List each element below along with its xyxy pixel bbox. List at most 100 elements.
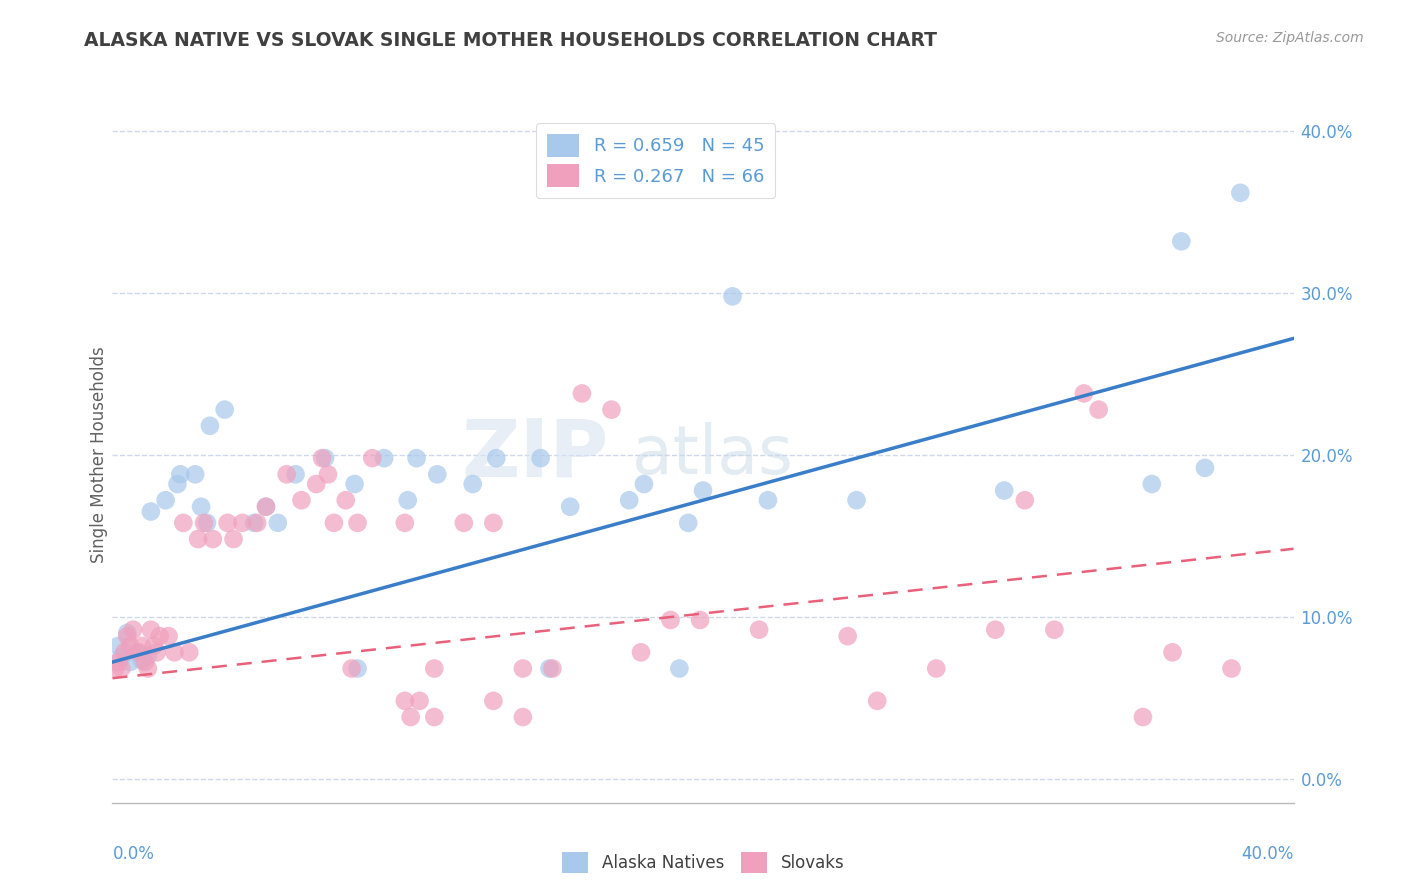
Point — [993, 483, 1015, 498]
Point — [600, 402, 623, 417]
Point — [512, 710, 534, 724]
Point — [482, 516, 505, 530]
Point — [120, 655, 142, 669]
Point — [149, 629, 172, 643]
Point — [142, 639, 165, 653]
Point — [837, 629, 859, 643]
Point — [423, 661, 446, 675]
Text: Source: ZipAtlas.com: Source: ZipAtlas.com — [1216, 31, 1364, 45]
Point — [619, 493, 641, 508]
Point — [630, 645, 652, 659]
Point — [845, 493, 868, 508]
Point — [571, 386, 593, 401]
Y-axis label: Single Mother Households: Single Mother Households — [90, 347, 108, 563]
Point — [346, 516, 368, 530]
Point — [335, 493, 357, 508]
Point — [748, 623, 770, 637]
Point — [668, 661, 690, 675]
Point — [984, 623, 1007, 637]
Point — [866, 694, 889, 708]
Point — [254, 500, 277, 514]
Point — [222, 532, 245, 546]
Point — [254, 500, 277, 514]
Point — [166, 477, 188, 491]
Point — [290, 493, 312, 508]
Point — [201, 532, 224, 546]
Point — [529, 451, 551, 466]
Point — [1043, 623, 1066, 637]
Point — [1170, 235, 1192, 249]
Point — [314, 451, 336, 466]
Point — [1014, 493, 1036, 508]
Point — [541, 661, 564, 675]
Point — [721, 289, 744, 303]
Point — [340, 661, 363, 675]
Point — [399, 710, 422, 724]
Point — [125, 645, 148, 659]
Point — [1087, 402, 1109, 417]
Point — [925, 661, 948, 675]
Point — [198, 418, 221, 433]
Point — [678, 516, 700, 530]
Point — [107, 655, 129, 669]
Point — [311, 451, 333, 466]
Point — [243, 516, 266, 530]
Point — [195, 516, 218, 530]
Point — [394, 516, 416, 530]
Point — [405, 451, 427, 466]
Point — [346, 661, 368, 675]
Point — [659, 613, 682, 627]
Point — [139, 623, 162, 637]
Point — [117, 626, 138, 640]
Point — [136, 648, 159, 663]
Point — [122, 623, 145, 637]
Point — [157, 629, 180, 643]
Point — [107, 639, 129, 653]
Point — [190, 500, 212, 514]
Point — [1220, 661, 1243, 675]
Text: ALASKA NATIVE VS SLOVAK SINGLE MOTHER HOUSEHOLDS CORRELATION CHART: ALASKA NATIVE VS SLOVAK SINGLE MOTHER HO… — [84, 31, 938, 50]
Point — [373, 451, 395, 466]
Point — [163, 645, 186, 659]
Point — [120, 639, 142, 653]
Point — [482, 694, 505, 708]
Text: atlas: atlas — [633, 422, 793, 488]
Point — [139, 504, 162, 518]
Point — [423, 710, 446, 724]
Point — [214, 402, 236, 417]
Point — [756, 493, 779, 508]
Point — [169, 467, 191, 482]
Point — [316, 467, 339, 482]
Text: ZIP: ZIP — [461, 416, 609, 494]
Point — [231, 516, 253, 530]
Point — [110, 650, 132, 665]
Point — [396, 493, 419, 508]
Point — [1132, 710, 1154, 724]
Point — [217, 516, 239, 530]
Point — [323, 516, 346, 530]
Point — [155, 493, 177, 508]
Point — [1140, 477, 1163, 491]
Point — [512, 661, 534, 675]
Point — [426, 467, 449, 482]
Point — [1073, 386, 1095, 401]
Point — [179, 645, 201, 659]
Point — [692, 483, 714, 498]
Point — [361, 451, 384, 466]
Legend: Alaska Natives, Slovaks: Alaska Natives, Slovaks — [555, 846, 851, 880]
Point — [117, 629, 138, 643]
Point — [485, 451, 508, 466]
Point — [558, 500, 582, 514]
Point — [689, 613, 711, 627]
Point — [112, 645, 135, 659]
Point — [394, 694, 416, 708]
Point — [453, 516, 475, 530]
Point — [131, 653, 153, 667]
Point — [134, 655, 156, 669]
Text: 0.0%: 0.0% — [112, 845, 155, 863]
Point — [104, 661, 127, 675]
Point — [408, 694, 430, 708]
Point — [128, 645, 150, 659]
Point — [193, 516, 215, 530]
Point — [1194, 461, 1216, 475]
